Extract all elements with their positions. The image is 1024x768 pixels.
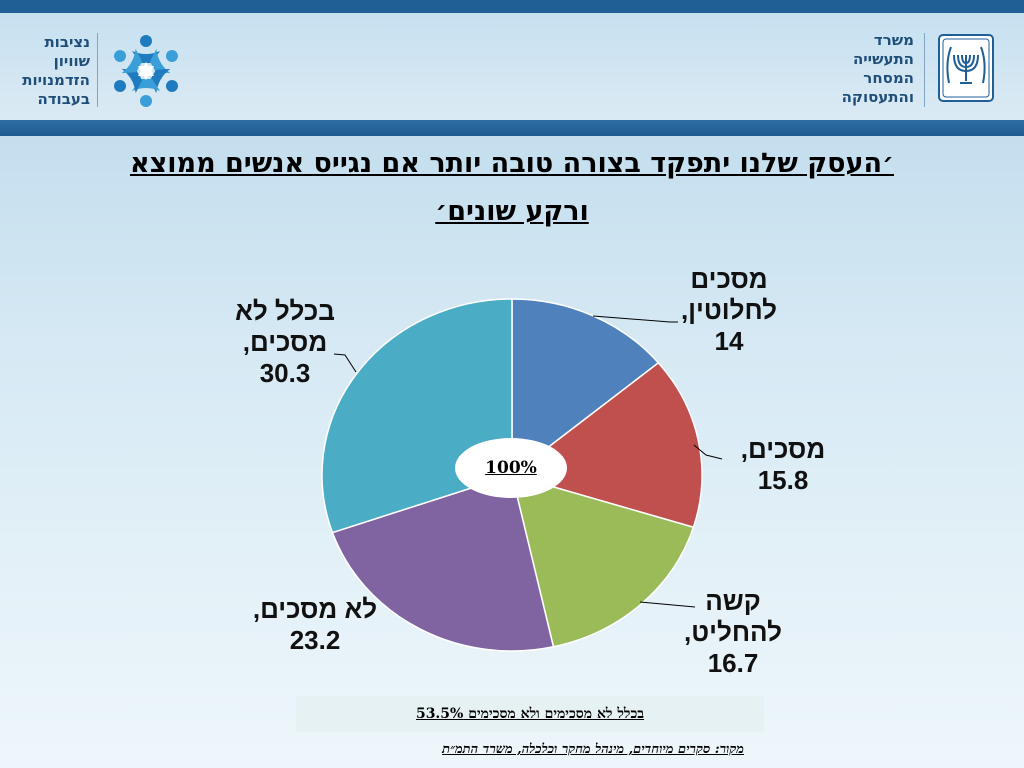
pie-center-label: 100% [485,458,537,478]
leader-line-4 [333,353,357,373]
state-emblem-icon [938,34,994,102]
header-bottom-bar [0,120,1024,136]
data-label-1: מסכים, 15.8 [740,434,826,495]
data-label-3: לא מסכים, 23.2 [252,594,378,655]
data-label-2: קשה להחליט, 16.7 [684,586,782,678]
pie-slice-2 [510,473,695,648]
header-left-divider [97,33,98,107]
pie-center-ellipse [455,438,567,498]
right-org-name: משרד התעשייה המסחר והתעסוקה [841,31,914,106]
leader-line-2 [639,601,696,608]
star-logo-icon [114,35,178,107]
left-org-name: נציבות שוויון הזדמנויות בעבודה [22,33,90,108]
summary-box: בכלל לא מסכימים ולא מסכימים 53.5% [296,696,764,732]
data-label-4: בכלל לא מסכים, 30.3 [235,296,335,388]
leader-line-0 [592,315,678,323]
pie-slice-0 [511,298,660,477]
slide-title: ׳העסק שלנו יתפקד בצורה טובה יותר אם נגיי… [129,148,894,227]
header-banner: נציבות שוויון הזדמנויות בעבודה משרד התעש… [0,13,1024,120]
pie-slice-3 [331,474,555,652]
pie-slice-1 [510,361,703,529]
data-label-0: מסכים לחלוטין, 14 [680,264,778,356]
top-bar [0,0,1024,13]
header-right-divider [924,33,925,107]
leader-line-1 [693,444,723,460]
source-note: מקור: סקרים מיוחדים, מינהל מחקר וכלכלה, … [442,742,744,757]
